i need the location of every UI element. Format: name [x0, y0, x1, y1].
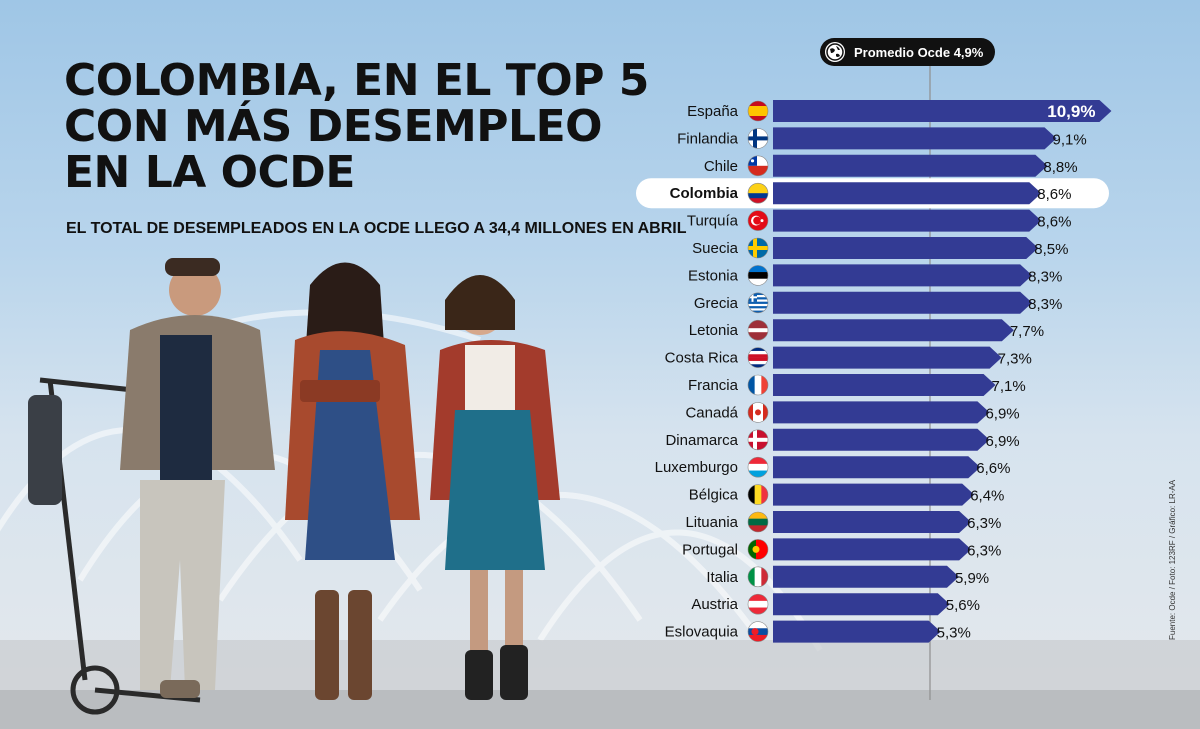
headline-line-3: EN LA OCDE — [64, 147, 355, 198]
country-label: Colombia — [670, 185, 739, 202]
bar-letonia — [773, 319, 1014, 342]
bar-austria — [773, 593, 950, 616]
woman-reading-figure — [285, 262, 420, 700]
bar-eslovaquia — [773, 620, 941, 643]
bar-finlandia — [773, 127, 1057, 150]
man-figure — [120, 258, 275, 698]
source-note: Fuente: Ocde / Foto: 123RF / Gráfico: LR… — [1168, 479, 1177, 640]
bar-colombia — [773, 182, 1042, 205]
value-label: 6,9% — [985, 433, 1019, 450]
average-badge: Promedio Ocde 4,9% — [820, 38, 996, 66]
value-label: 6,4% — [970, 488, 1004, 505]
austria-flag-icon — [747, 593, 769, 615]
value-label: 6,3% — [967, 542, 1001, 559]
value-label: 8,8% — [1043, 159, 1077, 176]
country-label: Luxemburgo — [655, 459, 738, 476]
country-label: Turquía — [687, 213, 739, 230]
headline-line-2: CON MÁS DESEMPLEO — [64, 101, 603, 152]
finland-flag-icon — [747, 128, 769, 149]
value-label: 8,6% — [1037, 214, 1071, 231]
headline: COLOMBIA, EN EL TOP 5 CON MÁS DESEMPLEO … — [64, 58, 649, 196]
value-label: 7,1% — [992, 378, 1026, 395]
bar-italia — [773, 565, 959, 588]
value-label: 8,3% — [1028, 268, 1062, 285]
greece-flag-icon — [747, 292, 769, 314]
value-label: 5,9% — [955, 570, 989, 587]
average-label: Promedio Ocde 4,9% — [854, 44, 984, 60]
value-label: 7,7% — [1010, 323, 1044, 340]
luxembourg-flag-icon — [747, 456, 769, 478]
country-label: Dinamarca — [665, 432, 738, 449]
bar-bélgica — [773, 483, 975, 506]
country-label: Letonia — [689, 322, 739, 339]
country-label: Costa Rica — [665, 350, 739, 367]
country-label: Canadá — [685, 404, 738, 421]
bar-suecia — [773, 237, 1039, 259]
country-label: Chile — [704, 158, 738, 175]
belgium-flag-icon — [747, 484, 769, 505]
estonia-flag-icon — [747, 265, 769, 286]
bar-lituania — [773, 511, 972, 533]
headline-line-1: COLOMBIA, EN EL TOP 5 — [64, 55, 649, 106]
canada-flag-icon — [747, 402, 769, 423]
bar-canadá — [773, 401, 990, 424]
value-label: 10,9% — [1047, 102, 1095, 121]
bar-dinamarca — [773, 428, 990, 451]
bar-grecia — [773, 291, 1033, 314]
value-label: 8,3% — [1028, 296, 1062, 313]
denmark-flag-icon — [747, 429, 769, 451]
costa-rica-flag-icon — [747, 347, 769, 368]
country-label: Grecia — [694, 295, 739, 312]
latvia-flag-icon — [747, 319, 769, 341]
globe-icon — [825, 42, 845, 62]
bar-luxemburgo — [773, 456, 981, 479]
bar-españa — [773, 100, 1112, 122]
bar-estonia — [773, 264, 1033, 287]
value-label: 9,1% — [1053, 131, 1087, 148]
country-label: Italia — [706, 569, 738, 586]
value-label: 8,6% — [1037, 186, 1071, 203]
value-label: 6,6% — [976, 460, 1010, 477]
country-label: España — [687, 103, 739, 120]
lithuania-flag-icon — [747, 511, 769, 533]
portugal-flag-icon — [747, 539, 769, 560]
value-label: 8,5% — [1034, 241, 1068, 258]
france-flag-icon — [747, 374, 769, 396]
sweden-flag-icon — [747, 237, 769, 259]
italy-flag-icon — [747, 566, 769, 588]
country-label: Austria — [691, 596, 738, 613]
value-label: 6,3% — [967, 515, 1001, 532]
country-label: Lituania — [685, 514, 738, 531]
value-label: 7,3% — [998, 351, 1032, 368]
chile-flag-icon — [747, 155, 769, 177]
value-label: 5,6% — [946, 597, 980, 614]
country-label: Estonia — [688, 267, 739, 284]
subtitle: EL TOTAL DE DESEMPLEADOS EN LA OCDE LLEG… — [66, 220, 687, 237]
country-label: Portugal — [682, 541, 738, 558]
bar-chile — [773, 154, 1048, 177]
colombia-flag-icon — [747, 182, 769, 204]
slovakia-flag-icon — [747, 621, 769, 642]
bar-costa-rica — [773, 346, 1002, 369]
country-label: Suecia — [692, 240, 739, 257]
woman-walking-figure — [430, 275, 560, 700]
country-label: Bélgica — [689, 487, 739, 504]
value-label: 6,9% — [985, 405, 1019, 422]
bar-turquía — [773, 209, 1042, 232]
country-label: Eslovaquia — [665, 624, 739, 641]
country-label: Francia — [688, 377, 739, 394]
value-label: 5,3% — [937, 625, 971, 642]
spain-flag-icon — [747, 100, 769, 122]
bar-portugal — [773, 538, 972, 561]
bag — [28, 395, 62, 505]
turkey-flag-icon — [747, 210, 769, 231]
country-label: Finlandia — [677, 130, 739, 147]
bar-francia — [773, 374, 996, 396]
